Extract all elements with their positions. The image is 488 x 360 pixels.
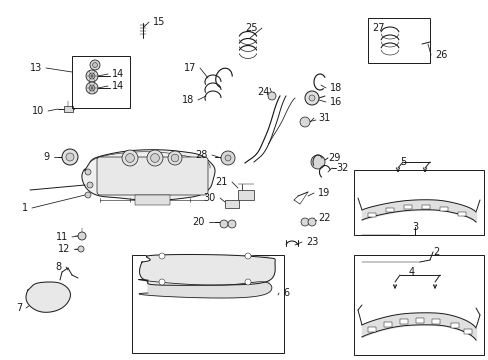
Text: 17: 17: [183, 63, 196, 73]
Text: 27: 27: [371, 23, 384, 33]
Circle shape: [305, 91, 318, 105]
Text: 20: 20: [192, 217, 204, 227]
Bar: [457, 212, 465, 216]
Bar: [261, 257, 268, 263]
Circle shape: [89, 73, 95, 79]
Text: 14: 14: [112, 81, 124, 91]
Circle shape: [299, 117, 309, 127]
Text: 7: 7: [16, 303, 22, 313]
Text: 16: 16: [329, 97, 342, 107]
Polygon shape: [26, 282, 70, 312]
Bar: [132, 255, 284, 353]
Bar: [367, 213, 375, 217]
Bar: [367, 18, 429, 63]
Text: 5: 5: [399, 157, 406, 167]
Text: 25: 25: [245, 23, 258, 33]
Text: 32: 32: [335, 163, 347, 173]
Text: 4: 4: [408, 267, 414, 277]
Bar: [151, 257, 159, 263]
Circle shape: [227, 220, 236, 228]
Text: 3: 3: [411, 222, 417, 232]
Bar: [421, 205, 429, 209]
Text: 31: 31: [317, 113, 329, 123]
Text: 2: 2: [432, 247, 438, 257]
Bar: [261, 277, 268, 283]
Bar: [135, 195, 170, 205]
Text: 9: 9: [44, 152, 50, 162]
Bar: [224, 200, 239, 208]
Bar: [238, 190, 253, 200]
Circle shape: [220, 220, 227, 228]
Circle shape: [224, 155, 230, 161]
Text: 30: 30: [203, 193, 216, 203]
Bar: [383, 322, 391, 327]
Circle shape: [92, 63, 97, 68]
Text: 29: 29: [327, 153, 340, 163]
Circle shape: [308, 95, 314, 101]
Circle shape: [90, 60, 100, 70]
Circle shape: [150, 154, 159, 162]
Circle shape: [147, 150, 163, 166]
Circle shape: [244, 253, 250, 259]
Bar: [463, 329, 471, 334]
Polygon shape: [139, 255, 275, 285]
Circle shape: [159, 253, 164, 259]
Polygon shape: [81, 150, 215, 200]
Circle shape: [86, 82, 98, 94]
Circle shape: [307, 218, 315, 226]
Circle shape: [168, 151, 182, 165]
Text: 6: 6: [283, 288, 288, 298]
Circle shape: [244, 279, 250, 285]
Bar: [353, 255, 483, 355]
FancyBboxPatch shape: [97, 157, 207, 195]
Circle shape: [87, 182, 93, 188]
Text: 24: 24: [257, 87, 269, 97]
Bar: [415, 318, 423, 323]
Text: 19: 19: [317, 188, 329, 198]
Circle shape: [78, 246, 84, 252]
Circle shape: [171, 154, 179, 162]
Circle shape: [66, 153, 74, 161]
Text: 12: 12: [58, 244, 70, 254]
Text: 14: 14: [112, 69, 124, 79]
Bar: [403, 205, 411, 209]
Polygon shape: [138, 279, 271, 298]
Circle shape: [62, 149, 78, 165]
Text: 1: 1: [22, 203, 28, 213]
Bar: [431, 319, 439, 324]
Text: 11: 11: [56, 232, 68, 242]
Bar: [72, 56, 130, 108]
Circle shape: [221, 151, 235, 165]
Circle shape: [159, 279, 164, 285]
Bar: [399, 319, 407, 324]
Bar: [439, 207, 447, 211]
Circle shape: [78, 232, 86, 240]
Text: 18: 18: [182, 95, 194, 105]
Bar: [353, 170, 483, 235]
Circle shape: [86, 70, 98, 82]
Circle shape: [85, 192, 91, 198]
Circle shape: [89, 85, 95, 91]
Bar: [367, 327, 375, 332]
Circle shape: [310, 155, 325, 169]
Bar: [64, 106, 73, 112]
Text: 8: 8: [56, 262, 62, 272]
Circle shape: [301, 218, 308, 226]
Circle shape: [122, 150, 138, 166]
Text: 22: 22: [317, 213, 330, 223]
Text: 18: 18: [329, 83, 342, 93]
Text: 15: 15: [153, 17, 165, 27]
Text: 21: 21: [215, 177, 227, 187]
Text: 26: 26: [434, 50, 447, 60]
Bar: [385, 208, 393, 212]
Text: 10: 10: [32, 106, 44, 116]
Text: 23: 23: [305, 237, 318, 247]
Text: 13: 13: [30, 63, 42, 73]
Circle shape: [85, 169, 91, 175]
Circle shape: [267, 92, 275, 100]
Circle shape: [125, 154, 134, 162]
Text: 28: 28: [195, 150, 207, 160]
Bar: [151, 277, 159, 283]
Bar: [450, 323, 458, 328]
